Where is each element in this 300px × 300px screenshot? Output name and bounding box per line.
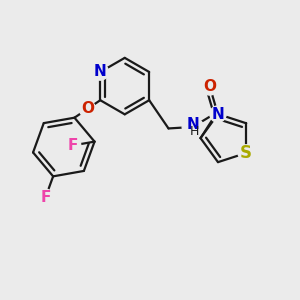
Text: O: O [203,79,216,94]
Ellipse shape [92,64,109,80]
Ellipse shape [37,189,54,206]
Ellipse shape [79,101,96,117]
Text: N: N [94,64,107,80]
Text: O: O [81,101,94,116]
Text: H: H [190,125,199,138]
Ellipse shape [238,145,254,161]
Ellipse shape [182,118,204,136]
Ellipse shape [210,106,226,122]
Text: S: S [240,144,252,162]
Text: F: F [40,190,51,205]
Text: F: F [68,138,78,153]
Ellipse shape [64,137,81,154]
Text: N: N [187,117,199,132]
Ellipse shape [202,79,218,95]
Text: N: N [212,106,224,122]
